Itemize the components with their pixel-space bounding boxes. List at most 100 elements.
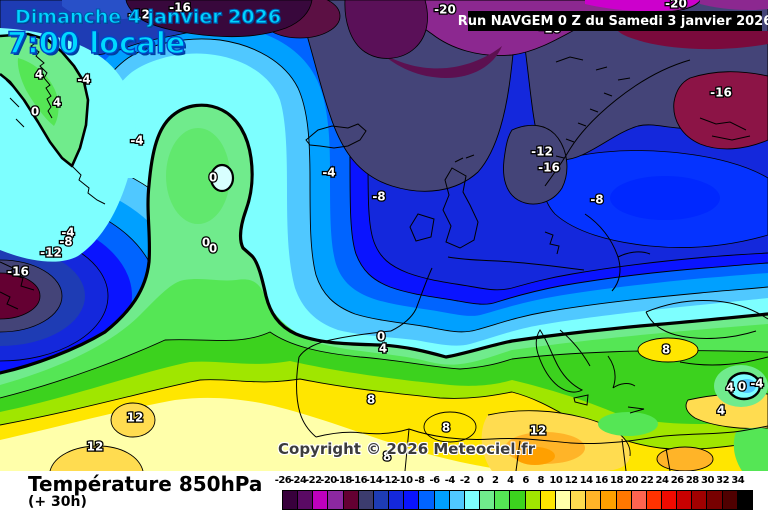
baffin-dark-purple	[125, 0, 313, 38]
contour-label: 12	[530, 424, 547, 438]
contour-label: -12	[128, 8, 150, 22]
contour-label: -20	[434, 3, 456, 17]
contour-label: 8	[442, 421, 450, 435]
contour-label: -4	[77, 73, 90, 87]
legend-value: 26	[670, 475, 684, 486]
coastlines	[0, 56, 768, 471]
contour-labels: -16-12-20-20-164-440-40-4-8-16-12-16-8-4…	[6, 0, 765, 465]
legend-box	[494, 490, 511, 510]
legend-box	[357, 490, 374, 510]
great-britain-coast	[442, 167, 479, 249]
contour-label: 4	[726, 381, 734, 395]
legend-value: -22	[305, 475, 322, 486]
contour-label: -4	[322, 166, 335, 180]
legend-value: 16	[594, 475, 608, 486]
legend-value: 32	[716, 475, 730, 486]
color-scale-labels: -26 -24 -22 -20 -18 -16 -14 -12 -10 -8 -6 -4 -2 0 2 4 6 8…	[275, 475, 762, 488]
legend-value: 2	[492, 475, 499, 486]
denmark-coast	[544, 231, 560, 255]
legend-box	[479, 490, 496, 510]
copyright-text: Copyright © 2026 Meteociel.fr	[278, 440, 536, 458]
labrador-coast	[0, 261, 35, 310]
forecast-hour: (+ 30h)	[28, 494, 87, 510]
map-local-time: 7:00 locale	[6, 25, 186, 60]
contour-label: -16	[169, 1, 191, 15]
norway-coast	[544, 59, 691, 187]
contour-label: -12	[40, 246, 62, 260]
baltic-coast	[584, 213, 651, 292]
legend-box	[297, 490, 314, 510]
contour-label: -8	[590, 193, 603, 207]
contour-label: -16	[710, 86, 732, 100]
legend-value: 10	[549, 475, 563, 486]
legend-value: 4	[507, 475, 514, 486]
legend-value: -26	[274, 475, 292, 486]
legend-box	[342, 490, 359, 510]
channel-coast	[447, 256, 585, 271]
temperature-map: -16-12-20-20-164-440-40-4-8-16-12-16-8-4…	[0, 0, 768, 471]
africa-coast	[315, 425, 768, 445]
legend-box	[661, 490, 678, 510]
legend-box	[372, 490, 390, 510]
run-info-bar: Run NAVGEM 0 Z du Samedi 3 janvier 2026	[458, 11, 768, 31]
legend-value: 30	[701, 475, 714, 486]
legend-value: 8	[537, 475, 544, 486]
legend-box	[585, 490, 602, 510]
contour-label: 0	[31, 105, 39, 119]
contour-label: 4	[717, 404, 725, 418]
legend-box	[570, 490, 587, 510]
greenland-coastline	[29, 35, 53, 119]
contour-label: 8	[383, 450, 391, 464]
legend-value: -16	[350, 475, 368, 486]
legend-value: -20	[320, 475, 337, 486]
legend-box	[691, 490, 708, 510]
warm-blob-12	[110, 402, 156, 438]
legend-box	[721, 490, 738, 510]
blob-zero-hole	[209, 163, 235, 193]
contour-label: -12	[531, 145, 553, 159]
zero-degree-front	[0, 103, 768, 375]
legend-box	[312, 490, 329, 510]
legend-box	[539, 490, 556, 510]
ireland-coast	[409, 213, 435, 242]
legend-value: -2	[459, 475, 471, 486]
contour-label: -4	[750, 377, 763, 391]
legend-value: -12	[380, 475, 398, 486]
legend-value: 28	[685, 475, 699, 486]
legend-value: 18	[610, 475, 623, 486]
legend-box	[615, 490, 632, 510]
legend-box	[645, 490, 662, 510]
legend-box	[600, 490, 617, 510]
contour-label: 4	[35, 68, 43, 82]
legend-value: -10	[395, 475, 413, 486]
color-scale	[282, 490, 762, 510]
contour-label: 4	[53, 96, 61, 110]
legend-box	[418, 490, 435, 510]
legend-box	[448, 490, 465, 510]
legend-value: -4	[444, 475, 456, 486]
iceland-coast	[305, 123, 367, 149]
legend-box	[388, 490, 405, 510]
portugal-coast	[296, 356, 317, 438]
contour-label: -4	[130, 134, 143, 148]
legend-box	[736, 490, 753, 510]
legend-value: 20	[625, 475, 639, 486]
legend-box	[630, 490, 647, 510]
legend-value: 0	[476, 475, 484, 486]
legend-value: -6	[429, 475, 441, 486]
contour-label: -16	[7, 265, 29, 279]
legend-value: -14	[365, 475, 383, 486]
legend-value: 6	[522, 475, 529, 486]
contour-label: 12	[127, 411, 144, 425]
legend-box	[554, 490, 572, 510]
legend-box	[706, 490, 723, 510]
greenland-zero-contour	[0, 32, 90, 168]
contour-label: 0	[202, 236, 210, 250]
italy-coast	[535, 329, 584, 393]
contour-label: 0	[209, 171, 217, 185]
legend-value: 12	[564, 475, 578, 486]
contour-label: -8	[59, 235, 72, 249]
legend-value: 14	[579, 475, 593, 486]
contour-label: 0	[209, 242, 217, 256]
irminger-blob-core	[166, 128, 230, 224]
